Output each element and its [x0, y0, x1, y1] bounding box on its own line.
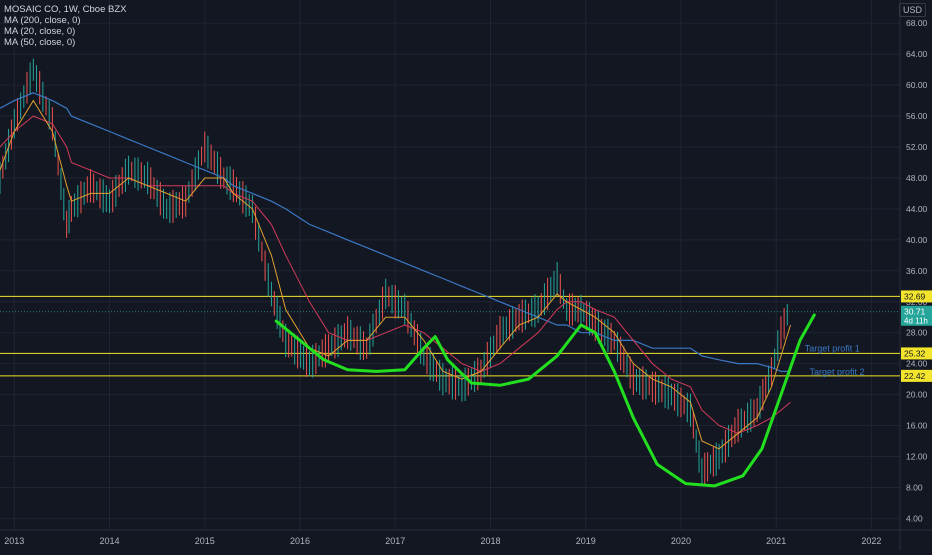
target-profit-1-label: Target profit 1 [805, 343, 860, 353]
indicator-ma200-label[interactable]: MA (200, close, 0) [4, 15, 81, 26]
indicator-ma20-label[interactable]: MA (20, close, 0) [4, 26, 76, 37]
x-tick-label: 2022 [861, 536, 881, 546]
y-tick-label: 24.00 [906, 359, 928, 369]
y-tick-label: 56.00 [906, 111, 928, 121]
x-tick-label: 2020 [671, 536, 691, 546]
y-tick-label: 4.00 [906, 513, 923, 523]
level-tag-3-bg [901, 369, 932, 382]
y-tick-label: 8.00 [906, 482, 923, 492]
y-tick-label: 68.00 [906, 18, 928, 28]
ma200-line [0, 92, 791, 372]
y-tick-label: 44.00 [906, 204, 928, 214]
target-profit-2-label: Target profit 2 [810, 367, 865, 377]
chart-legend: MOSAIC CO, 1W, Cboe BZX MA (200, close, … [4, 4, 126, 48]
bar-countdown: 4d 11h [904, 317, 928, 326]
ma50-line [0, 115, 791, 434]
level-tag-2-bg [901, 347, 932, 360]
x-tick-label: 2017 [385, 536, 405, 546]
y-tick-label: 48.00 [906, 173, 928, 183]
indicator-ma50-label[interactable]: MA (50, close, 0) [4, 37, 76, 48]
x-tick-label: 2021 [766, 536, 786, 546]
x-tick-label: 2013 [4, 536, 24, 546]
x-tick-label: 2015 [195, 536, 215, 546]
x-tick-label: 2018 [480, 536, 500, 546]
x-tick-label: 2019 [576, 536, 596, 546]
y-tick-label: 40.00 [906, 235, 928, 245]
y-tick-label: 36.00 [906, 266, 928, 276]
cup-handle-drawing [274, 313, 816, 488]
y-tick-label: 52.00 [906, 142, 928, 152]
y-tick-label: 60.00 [906, 80, 928, 90]
current-price-tag: 30.71 [904, 307, 926, 317]
current-price-tag-bg [901, 305, 932, 326]
y-tick-label: 16.00 [906, 421, 928, 431]
ma20-line [0, 99, 791, 450]
y-tick-label: 64.00 [906, 49, 928, 59]
y-tick-label: 20.00 [906, 390, 928, 400]
x-tick-label: 2016 [290, 536, 310, 546]
symbol-title[interactable]: MOSAIC CO, 1W, Cboe BZX [4, 4, 127, 15]
y-tick-label: 28.00 [906, 328, 928, 338]
currency-label[interactable]: USD [898, 3, 926, 17]
level-tag-1: 32.69 [904, 291, 926, 301]
level-tag-1-bg [901, 290, 932, 303]
level-tag-2: 25.32 [904, 348, 926, 358]
level-tag-3: 22.42 [904, 371, 926, 381]
x-tick-label: 2014 [100, 536, 120, 546]
y-tick-label: 12.00 [906, 451, 928, 461]
